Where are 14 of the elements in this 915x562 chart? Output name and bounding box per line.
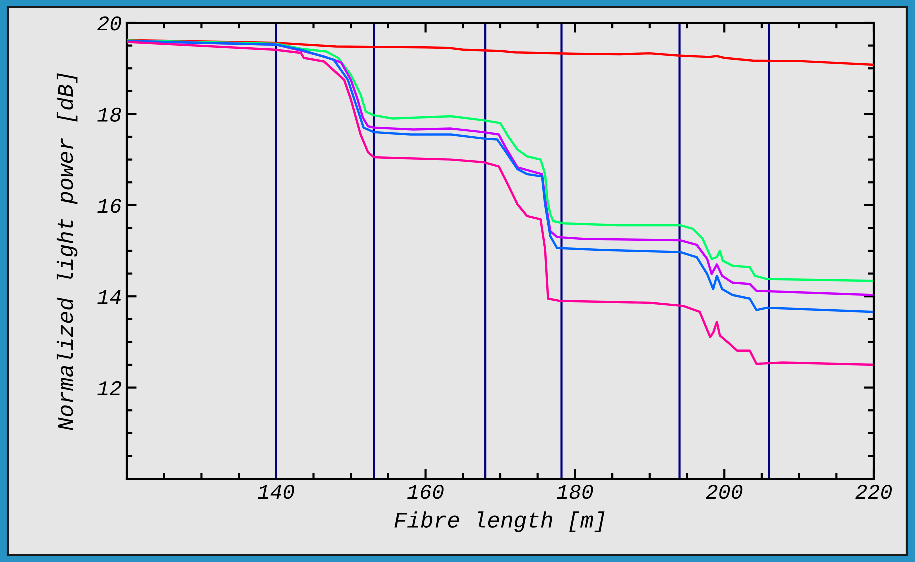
y-tick-label: 16 xyxy=(98,199,122,214)
line-series xyxy=(127,39,874,66)
y-axis-title: Normalized light power [dB] xyxy=(56,73,78,430)
line-series xyxy=(127,41,874,366)
y-tick-label: 20 xyxy=(98,16,122,31)
x-tick-label: 200 xyxy=(706,485,743,500)
x-tick-label: 160 xyxy=(408,485,444,500)
y-tick-label: 12 xyxy=(98,381,122,396)
y-tick-label: 18 xyxy=(98,108,122,122)
y-tick-label: 14 xyxy=(98,290,121,304)
x-tick-label: 180 xyxy=(556,485,594,500)
x-tick-label: 220 xyxy=(856,485,892,500)
x-tick-label: 140 xyxy=(258,485,294,500)
x-axis-title: Fibre length [m] xyxy=(394,512,605,532)
